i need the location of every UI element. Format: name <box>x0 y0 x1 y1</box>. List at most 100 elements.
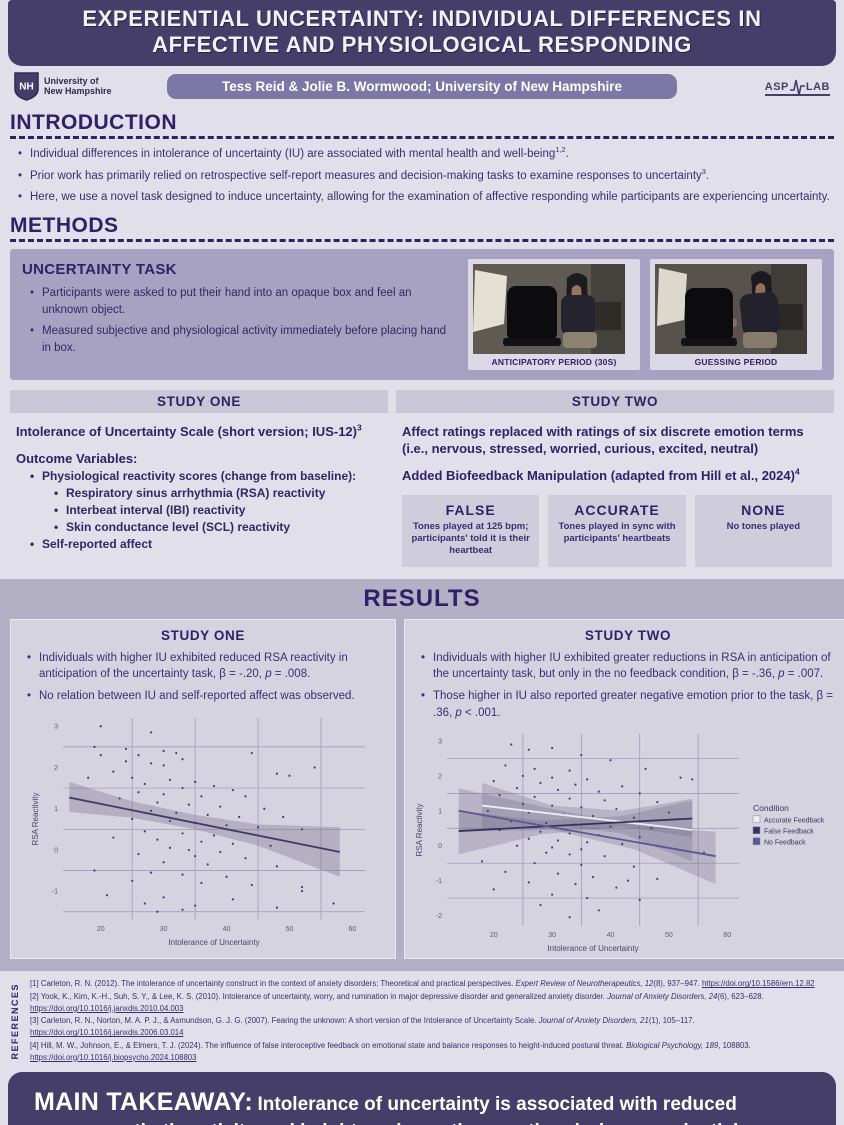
results-s1-bullet-1: Individuals with higher IU exhibited red… <box>27 650 387 683</box>
svg-text:No Feedback: No Feedback <box>764 840 806 847</box>
svg-text:0: 0 <box>438 844 442 851</box>
methods-heading: METHODS <box>10 214 119 238</box>
takeaway-lead: MAIN TAKEAWAY: <box>34 1088 254 1117</box>
intro-bullet-3: Here, we use a novel task designed to in… <box>18 189 834 206</box>
results-s2-bullet-2: Those higher in IU also reported greater… <box>421 688 843 721</box>
reference-4[interactable]: [4] Hill, M. W., Johnson, E., & Elmers, … <box>30 1040 751 1062</box>
unh-logo-line2: New Hampshire <box>44 86 112 96</box>
physio-sub-rsa: Respiratory sinus arrhythmia (RSA) react… <box>54 486 386 500</box>
poster-title-line1: EXPERIENTIAL UNCERTAINTY: INDIVIDUAL DIF… <box>82 6 762 31</box>
svg-text:Accurate Feedback: Accurate Feedback <box>764 818 825 825</box>
unh-shield-icon: NH <box>14 71 39 101</box>
intro-bullet-2: Prior work has primarily relied on retro… <box>18 168 834 185</box>
main-takeaway-box: MAIN TAKEAWAY: Intolerance of uncertaint… <box>8 1072 836 1125</box>
methods-bullet-1: Participants were asked to put their han… <box>30 285 454 318</box>
reference-1[interactable]: [1] Carleton, R. N. (2012). The intolera… <box>30 979 815 989</box>
condition-false-label: FALSE <box>445 501 496 518</box>
condition-false-desc: Tones played at 125 bpm; participants' t… <box>411 520 530 557</box>
study-two-column: STUDY TWO Affect ratings replaced with r… <box>396 390 834 567</box>
svg-text:20: 20 <box>97 926 105 933</box>
svg-text:-1: -1 <box>436 879 442 886</box>
svg-text:RSA Reactivity: RSA Reactivity <box>31 792 40 845</box>
intro-bullet-1: Individual differences in intolerance of… <box>18 146 834 163</box>
uncertainty-task-heading: UNCERTAINTY TASK <box>22 261 177 279</box>
asp-logo-left-text: ASP <box>764 80 789 93</box>
physio-sublist: Respiratory sinus arrhythmia (RSA) react… <box>42 486 386 534</box>
ekg-pulse-icon <box>789 79 805 95</box>
poster-title-band: EXPERIENTIAL UNCERTAINTY: INDIVIDUAL DIF… <box>8 0 836 66</box>
biofeedback-conditions: FALSE Tones played at 125 bpm; participa… <box>402 494 832 567</box>
outcome-variables-heading: Outcome Variables: <box>16 451 138 467</box>
outcome-bullet-affect: Self-reported affect <box>30 537 386 551</box>
author-band: Tess Reid & Jolie B. Wormwood; Universit… <box>166 73 678 99</box>
unh-logo-line1: University of <box>44 76 99 86</box>
studies-row: STUDY ONE Intolerance of Uncertainty Sca… <box>10 390 834 567</box>
reference-3[interactable]: [3] Carleton, R. N., Norton, M. A. P. J.… <box>30 1016 695 1038</box>
study-one-column: STUDY ONE Intolerance of Uncertainty Sca… <box>10 390 388 567</box>
study-two-header: STUDY TWO <box>396 390 834 414</box>
condition-accurate-desc: Tones played in sync with participants' … <box>558 520 676 545</box>
study-two-scatter-chart: 20 30 40 50 60 -2 -1 0 1 2 3 Intolerance of Uncerta… <box>415 734 825 953</box>
results-s2-bullet-1: Individuals with higher IU exhibited gre… <box>421 650 843 683</box>
svg-text:NH: NH <box>19 81 33 92</box>
study-one-body: Intolerance of Uncertainty Scale (short … <box>10 413 388 551</box>
reference-2[interactable]: [2] Yook, K., Kim, K.-H., Suh, S. Y., & … <box>30 992 764 1013</box>
svg-text:0: 0 <box>54 847 58 854</box>
svg-text:2: 2 <box>438 774 442 781</box>
results-study-one-card: STUDY ONE Individuals with higher IU exh… <box>10 618 396 960</box>
svg-text:40: 40 <box>223 926 231 933</box>
svg-text:60: 60 <box>349 926 357 933</box>
header-logo-row: NH University of New Hampshire Tess Reid… <box>14 69 830 103</box>
results-study-one-bullets: Individuals with higher IU exhibited red… <box>19 650 387 705</box>
svg-text:20: 20 <box>490 932 498 939</box>
poster-title-line2: AFFECTIVE AND PHYSIOLOGICAL RESPONDING <box>152 32 692 57</box>
results-heading: RESULTS <box>363 584 481 612</box>
condition-false-box: FALSE Tones played at 125 bpm; participa… <box>402 494 540 567</box>
methods-box: UNCERTAINTY TASK Participants were asked… <box>10 249 834 381</box>
unh-logo: NH University of New Hampshire <box>14 71 167 101</box>
svg-text:40: 40 <box>607 932 615 939</box>
svg-text:1: 1 <box>54 806 58 813</box>
svg-text:Intolerance of Uncertainty: Intolerance of Uncertainty <box>547 944 638 953</box>
guessing-photo-caption: GUESSING PERIOD <box>694 357 778 368</box>
svg-text:3: 3 <box>438 739 442 746</box>
condition-none-desc: No tones played <box>726 520 800 532</box>
svg-text:False Feedback: False Feedback <box>764 829 814 836</box>
introduction-section: INTRODUCTION Individual differences in i… <box>10 109 834 206</box>
svg-text:3: 3 <box>54 723 58 730</box>
outcome-bullet-physio: Physiological reactivity scores (change … <box>30 469 386 534</box>
references-label: REFERENCES <box>10 982 20 1060</box>
results-cards-row: STUDY ONE Individuals with higher IU exh… <box>10 618 844 960</box>
svg-text:2: 2 <box>54 765 58 772</box>
references-section: REFERENCES [1] Carleton, R. N. (2012). T… <box>10 977 834 1064</box>
outcome-physio-text: Physiological reactivity scores (change … <box>42 469 357 484</box>
guessing-photo-card: GUESSING PERIOD <box>650 259 822 371</box>
results-study-two-card: STUDY TWO Individuals with higher IU exh… <box>404 618 844 960</box>
study-one-scatter-chart: 20 30 40 50 60 -1 0 1 2 3 Intolerance of Uncertain… <box>31 717 365 947</box>
condition-none-label: NONE <box>741 501 786 518</box>
svg-text:30: 30 <box>548 932 556 939</box>
asp-logo-right-text: LAB <box>805 80 830 93</box>
unh-logo-text: University of New Hampshire <box>44 76 112 96</box>
svg-text:60: 60 <box>723 932 731 939</box>
results-study-two-heading: STUDY TWO <box>584 627 672 643</box>
methods-bullet-2: Measured subjective and physiological ac… <box>30 323 454 356</box>
task-photos: ANTICIPATORY PERIOD (30S) <box>468 259 822 371</box>
methods-heading-row: METHODS <box>10 212 834 243</box>
svg-text:50: 50 <box>286 926 294 933</box>
asp-lab-logo-inner: ASP LAB <box>764 77 830 96</box>
physio-sub-scl: Skin conductance level (SCL) reactivity <box>54 520 386 534</box>
study-one-header: STUDY ONE <box>10 390 388 414</box>
study-two-chart-wrap: 20 30 40 50 60 -2 -1 0 1 2 3 Intolerance of Uncerta… <box>413 726 843 954</box>
condition-accurate-label: ACCURATE <box>574 501 660 518</box>
physio-sub-ibi: Interbeat interval (IBI) reactivity <box>54 503 386 517</box>
anticipatory-photo-caption: ANTICIPATORY PERIOD (30S) <box>491 357 617 368</box>
takeaway-text: Intolerance of uncertainty is associated… <box>34 1094 738 1125</box>
results-study-one-heading: STUDY ONE <box>161 627 245 643</box>
condition-accurate-box: ACCURATE Tones played in sync with parti… <box>548 494 686 567</box>
svg-text:RSA Reactivity: RSA Reactivity <box>415 804 424 857</box>
results-study-two-bullets: Individuals with higher IU exhibited gre… <box>413 650 843 722</box>
methods-section: METHODS UNCERTAINTY TASK Participants we… <box>10 212 834 381</box>
study-one-chart-wrap: 20 30 40 50 60 -1 0 1 2 3 Intolerance of Uncertain… <box>19 710 387 948</box>
